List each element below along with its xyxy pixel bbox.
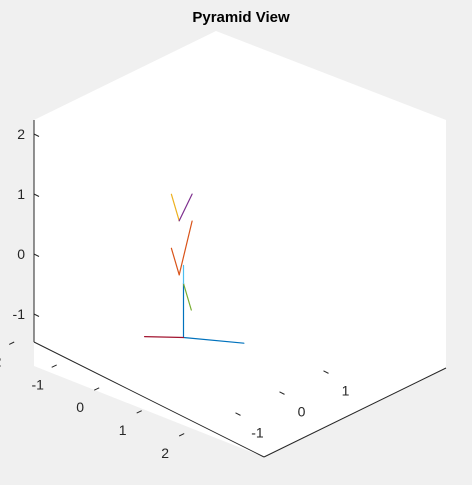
z-tick-mark [33,193,40,197]
x-tick-mark [8,341,15,345]
z-tick-mark [33,133,40,137]
series-line [170,193,180,222]
series-group [144,193,245,344]
series-line [178,193,193,222]
x-tick-label: 2 [161,445,169,461]
x-tick-label: 1 [119,422,127,438]
y-tick-mark [279,391,285,395]
x-tick-label: -1 [31,376,44,392]
z-tick-mark [33,313,40,317]
x-tick-label: 0 [76,399,84,415]
z-tick-label: 2 [17,126,25,142]
axes-background [34,31,446,457]
z-tick-label: 1 [17,186,25,202]
chart-title: Pyramid View [192,9,290,26]
x-tick-mark [51,364,57,368]
y-tick-label: 1 [342,382,350,398]
y-tick-mark [323,370,329,374]
z-tick-label: -1 [13,306,26,322]
y-tick-label: 0 [298,403,306,419]
ticks: -2 -1 0 1 2 -1 0 1 -1 0 1 2 [0,126,350,461]
series-line [178,220,193,276]
y-tick-mark [235,412,241,416]
x-tick-mark [136,410,142,414]
y-tick-label: -1 [251,424,264,440]
series-line [170,247,180,276]
series-line [182,282,192,311]
y-axis-line [263,367,447,458]
series-line [144,336,185,339]
x-tick-mark [178,433,185,437]
z-tick-label: 0 [17,246,25,262]
z-tick-mark [33,253,40,257]
x-tick-label: -2 [0,353,2,369]
axes [33,120,447,458]
x-axis-line [33,341,265,458]
x-tick-mark [93,387,100,391]
